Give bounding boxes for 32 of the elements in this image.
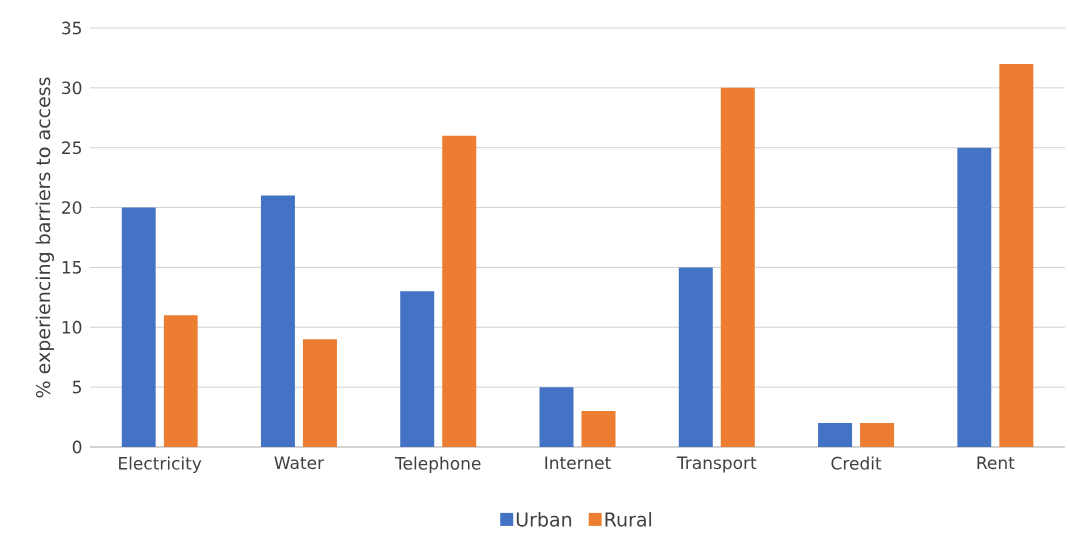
x-tick-label: Transport bbox=[676, 456, 757, 473]
y-tick-label: 20 bbox=[62, 201, 82, 214]
x-tick-label: Rent bbox=[977, 456, 1015, 470]
bar bbox=[860, 423, 895, 447]
legend-label: Urban bbox=[516, 511, 572, 527]
bar bbox=[539, 387, 574, 447]
bar bbox=[818, 423, 853, 447]
bar bbox=[720, 87, 755, 447]
bar bbox=[957, 147, 992, 447]
bar bbox=[121, 207, 156, 447]
bar bbox=[260, 195, 295, 447]
y-axis-title: % experiencing barriers to access bbox=[35, 77, 54, 398]
bar bbox=[678, 267, 713, 447]
bar bbox=[442, 135, 477, 447]
x-tick-label: Internet bbox=[545, 456, 611, 470]
x-tick-label: Electricity bbox=[119, 456, 202, 473]
x-tick-label: Water bbox=[274, 456, 325, 470]
legend-label: Rural bbox=[605, 511, 652, 527]
y-tick-label: 30 bbox=[62, 81, 82, 95]
y-tick-label: 25 bbox=[62, 141, 81, 155]
y-tick-label: 5 bbox=[72, 380, 81, 394]
bar bbox=[581, 411, 616, 447]
y-tick-label: 35 bbox=[62, 21, 81, 35]
x-tick-label: Telephone bbox=[395, 456, 481, 473]
bar bbox=[302, 339, 337, 447]
bar bbox=[999, 63, 1034, 447]
y-tick-label: 15 bbox=[62, 261, 81, 274]
y-tick-label: 10 bbox=[62, 320, 82, 334]
x-tick-label: Credit bbox=[831, 456, 882, 470]
bar bbox=[163, 315, 198, 447]
bar bbox=[400, 291, 435, 447]
y-tick-label: 0 bbox=[72, 440, 82, 454]
